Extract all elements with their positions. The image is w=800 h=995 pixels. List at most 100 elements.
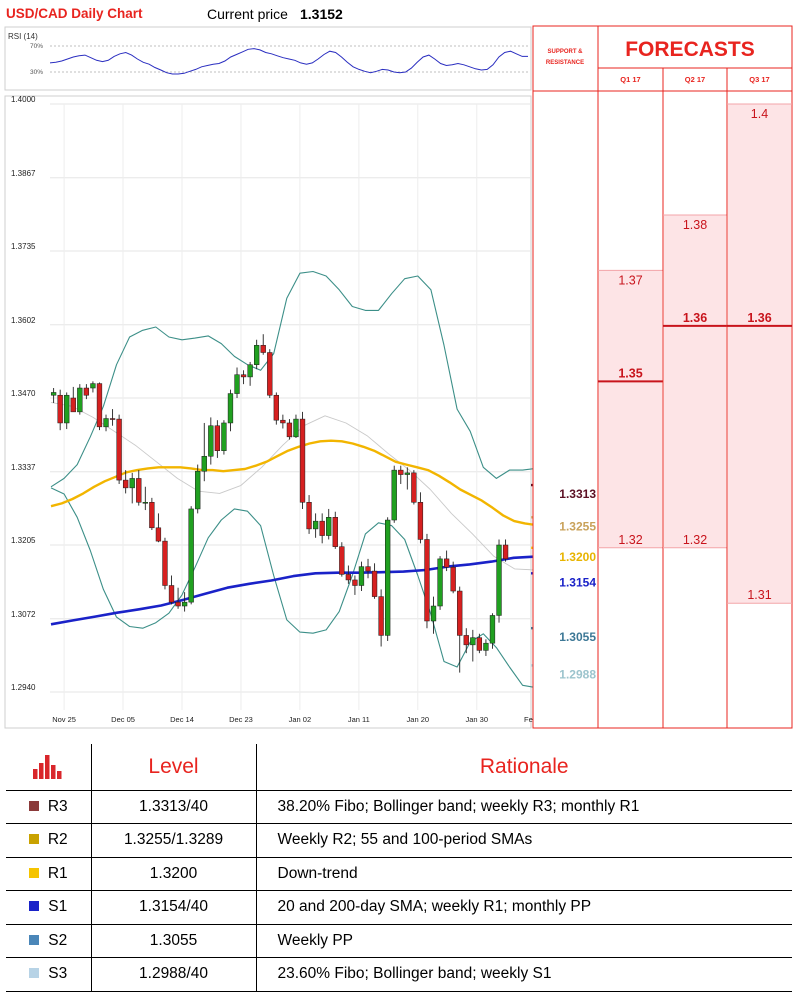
candle-body [221, 422, 227, 451]
candle-body [476, 637, 483, 651]
rsi-lower-label: 30% [30, 69, 43, 76]
table-row: S3 1.2988/40 23.60% Fibo; Bollinger band; … [6, 957, 792, 992]
chart-title: USD/CAD Daily Chart [6, 6, 143, 21]
forecast-mid-value: 1.36 [747, 311, 771, 325]
candle-body [312, 520, 319, 530]
sr-title-line1: SUPPORT & [547, 49, 583, 55]
bollinger-upper [50, 270, 536, 488]
candle-body [188, 508, 194, 603]
price-panel [4, 95, 532, 729]
candle-body [116, 418, 122, 481]
sr-panel [532, 25, 599, 729]
candle-body [83, 387, 90, 396]
candle-body [162, 540, 168, 586]
chart-area: USD/CAD Daily Chart Current price 1.3152… [4, 6, 793, 729]
level-color-swatch [28, 834, 39, 845]
level-color-swatch [28, 800, 39, 811]
candle-body [450, 566, 456, 592]
level-color-swatch [29, 934, 40, 945]
level-name: R2 [47, 831, 68, 849]
forecast-range-band [728, 104, 791, 604]
candle-body [70, 397, 76, 413]
candle-body [57, 394, 63, 424]
table-row: R1 1.3200 Down-trend [6, 857, 792, 891]
candle-body [489, 615, 496, 644]
bollinger-lower [50, 487, 536, 689]
candle-body [273, 394, 279, 421]
forecast-range-band [599, 270, 662, 548]
candle-body [64, 394, 70, 424]
candle-body [345, 574, 352, 581]
table-row: S2 1.3055 Weekly PP [6, 924, 792, 958]
candle-body [77, 387, 83, 413]
x-tick-label: Jan 30 [465, 715, 488, 724]
candle-body [103, 418, 109, 428]
forecast-low-value: 1.32 [683, 533, 707, 547]
level-name-cell: R1 [6, 857, 92, 891]
y-tick-label: 1.4000 [11, 95, 36, 104]
level-name-cell: S2 [6, 924, 92, 958]
candle-body [496, 544, 502, 616]
candle-body [365, 566, 371, 572]
candle-body [404, 472, 410, 475]
forecast-high-value: 1.37 [618, 273, 642, 287]
level-value: 1.3154/40 [91, 890, 257, 925]
y-tick-label: 1.3072 [11, 610, 36, 619]
level-name: R3 [47, 797, 68, 815]
level-name-cell: S3 [6, 957, 92, 992]
x-tick-label: Dec 05 [111, 715, 135, 724]
level-value: 1.3313/40 [91, 790, 257, 824]
candle-body [463, 635, 469, 646]
rationale-column-header: Rationale [256, 744, 792, 791]
level-value: 1.3255/1.3289 [91, 823, 257, 858]
candle-body [385, 519, 391, 636]
x-tick-label: Jan 11 [348, 715, 370, 724]
y-tick-label: 1.3867 [11, 169, 36, 178]
candle-body [149, 502, 155, 529]
candle-body [175, 601, 181, 607]
level-rationale: Down-trend [256, 857, 792, 891]
level-color-swatch [29, 901, 40, 912]
level-name: S1 [48, 898, 68, 916]
current-price-value: 1.3152 [300, 6, 343, 22]
table-row: S1 1.3154/40 20 and 200-day SMA; weekly R1… [6, 890, 792, 925]
sma-blue [50, 555, 536, 626]
level-label: 1.3255 [559, 519, 596, 533]
x-tick-label: Nov 25 [52, 715, 76, 724]
x-tick-label: Jan 02 [289, 715, 312, 724]
candle-body [195, 470, 201, 510]
candle-body [280, 419, 286, 424]
candle-body [306, 502, 312, 530]
forecast-column-label: Q2 17 [685, 75, 705, 84]
candle-body [247, 364, 253, 378]
candle-body [214, 425, 221, 451]
forecast-mid-value: 1.36 [683, 311, 707, 325]
candle-body [483, 642, 489, 651]
x-tick-label: Dec 23 [229, 715, 253, 724]
forecasts-title: FORECASTS [625, 38, 755, 61]
candle-body [208, 425, 214, 457]
candle-body [457, 590, 463, 636]
candle-body [267, 352, 273, 396]
candle-body [240, 374, 247, 378]
forecast-low-value: 1.31 [747, 588, 771, 602]
forecast-high-value: 1.38 [683, 218, 707, 232]
candle-body [332, 517, 338, 547]
y-tick-label: 1.3337 [11, 463, 36, 472]
candle-body [227, 393, 234, 424]
y-tick-label: 1.3602 [11, 316, 36, 325]
candle-body [234, 374, 240, 394]
rsi-label: RSI (14) [8, 32, 38, 41]
candle-body [424, 539, 430, 622]
candle-body [470, 637, 476, 646]
candle-body [155, 527, 162, 542]
candle-body [109, 418, 116, 420]
candle-body [136, 478, 142, 503]
candle-body [129, 478, 135, 489]
current-price-label: Current price [207, 6, 288, 22]
level-color-swatch [29, 968, 40, 979]
level-name-cell: S1 [6, 890, 92, 925]
x-tick-label: Jan 20 [407, 715, 430, 724]
candle-body [411, 472, 417, 503]
rsi-line [49, 48, 528, 75]
